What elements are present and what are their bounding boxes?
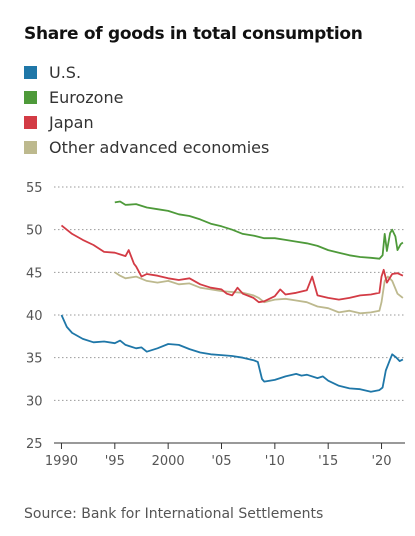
series-line xyxy=(60,314,404,393)
x-axis: 1990 '95 2000 '05 '10 '15 '20 xyxy=(45,442,405,469)
legend-label-eurozone: Eurozone xyxy=(49,88,124,107)
x-tick-label: '15 xyxy=(318,454,338,469)
x-tick-label: '95 xyxy=(105,454,125,469)
y-tick-label: 30 xyxy=(26,394,43,409)
legend-item-japan: Japan xyxy=(24,110,269,135)
chart-source: Source: Bank for International Settlemen… xyxy=(24,506,324,522)
legend-label-japan: Japan xyxy=(49,113,94,132)
legend-item-other: Other advanced economies xyxy=(24,135,269,160)
legend-item-us: U.S. xyxy=(24,60,269,85)
chart-title: Share of goods in total consumption xyxy=(24,24,363,44)
chart-legend: U.S. Eurozone Japan Other advanced econo… xyxy=(24,60,269,160)
x-tick-label: '20 xyxy=(371,454,391,469)
legend-swatch-eurozone xyxy=(24,91,37,104)
y-tick-label: 50 xyxy=(26,224,43,239)
legend-swatch-japan xyxy=(24,116,37,129)
y-axis-ticks: 25 30 35 40 45 50 55 xyxy=(26,181,43,452)
series-line xyxy=(114,200,404,260)
y-tick-label: 25 xyxy=(26,437,43,452)
x-tick-label: 2000 xyxy=(152,454,185,469)
y-tick-label: 40 xyxy=(26,309,43,324)
y-tick-label: 35 xyxy=(26,352,43,367)
line-chart: 25 30 35 40 45 50 55 1990 '95 2000 '05 '10 '15 '20 xyxy=(26,181,405,469)
series-line xyxy=(60,224,404,304)
x-tick-label: '10 xyxy=(265,454,285,469)
series-line xyxy=(114,271,404,315)
chart-gridlines xyxy=(54,186,405,401)
chart-series-lines xyxy=(60,200,404,393)
legend-swatch-us xyxy=(24,66,37,79)
legend-item-eurozone: Eurozone xyxy=(24,85,269,110)
x-tick-label: 1990 xyxy=(45,454,78,469)
legend-swatch-other xyxy=(24,141,37,154)
legend-label-other: Other advanced economies xyxy=(49,138,270,157)
y-tick-label: 45 xyxy=(26,266,43,281)
legend-label-us: U.S. xyxy=(49,63,82,82)
x-tick-label: '05 xyxy=(211,454,231,469)
y-tick-label: 55 xyxy=(26,181,43,196)
